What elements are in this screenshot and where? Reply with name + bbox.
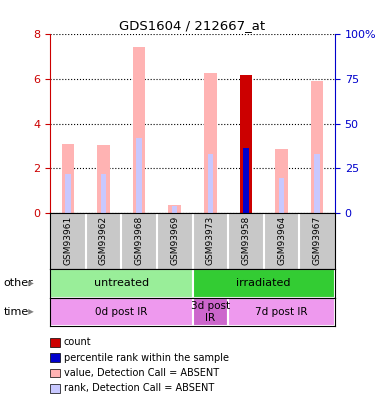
Bar <box>311 81 323 213</box>
Bar <box>136 138 142 213</box>
Bar <box>50 369 60 377</box>
Text: value, Detection Call = ABSENT: value, Detection Call = ABSENT <box>64 368 219 378</box>
Text: GSM93969: GSM93969 <box>170 215 179 265</box>
Text: GSM93967: GSM93967 <box>313 215 321 265</box>
Bar <box>169 205 181 213</box>
Text: 7d post IR: 7d post IR <box>255 307 308 317</box>
Bar <box>50 269 192 298</box>
Text: time: time <box>4 307 29 317</box>
Bar <box>172 207 177 213</box>
Text: GSM93973: GSM93973 <box>206 215 215 265</box>
Text: count: count <box>64 337 91 347</box>
Text: 0d post IR: 0d post IR <box>95 307 147 317</box>
Bar <box>240 75 252 213</box>
Bar <box>315 153 320 213</box>
Bar <box>275 149 288 213</box>
Bar <box>50 353 60 362</box>
Text: other: other <box>4 279 33 288</box>
Bar <box>133 47 145 213</box>
Text: GSM93958: GSM93958 <box>241 215 250 265</box>
Text: untreated: untreated <box>94 279 149 288</box>
Bar <box>50 298 192 326</box>
Text: GSM93968: GSM93968 <box>135 215 144 265</box>
Bar <box>192 269 335 298</box>
Text: GSM93964: GSM93964 <box>277 215 286 264</box>
Bar <box>65 174 70 213</box>
Text: 3d post
IR: 3d post IR <box>191 301 230 323</box>
Bar <box>204 73 216 213</box>
Title: GDS1604 / 212667_at: GDS1604 / 212667_at <box>119 19 266 32</box>
Text: irradiated: irradiated <box>236 279 291 288</box>
Text: GSM93961: GSM93961 <box>64 215 72 265</box>
Bar <box>50 384 60 393</box>
Bar <box>208 153 213 213</box>
Bar <box>279 178 284 213</box>
Text: percentile rank within the sample: percentile rank within the sample <box>64 353 229 362</box>
Bar <box>50 338 60 347</box>
Bar <box>97 145 110 213</box>
Bar <box>228 298 335 326</box>
Bar <box>101 174 106 213</box>
Bar <box>192 298 228 326</box>
Bar <box>62 144 74 213</box>
Bar <box>243 148 249 213</box>
Text: GSM93962: GSM93962 <box>99 215 108 264</box>
Text: rank, Detection Call = ABSENT: rank, Detection Call = ABSENT <box>64 384 214 393</box>
